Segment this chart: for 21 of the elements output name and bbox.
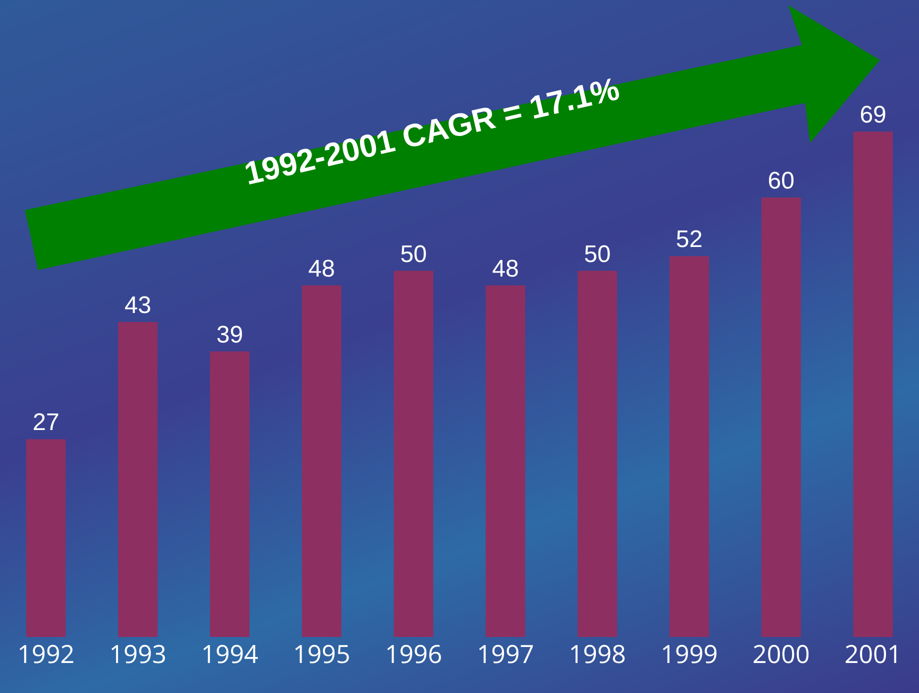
data-label: 50 bbox=[584, 240, 611, 268]
x-tick-label: 1993 bbox=[109, 637, 166, 671]
data-label: 48 bbox=[308, 255, 335, 282]
data-label: 69 bbox=[860, 102, 886, 129]
x-tick-label: 1994 bbox=[201, 637, 258, 671]
x-tick-label: 2000 bbox=[752, 637, 810, 671]
x-tick-label: 1999 bbox=[660, 637, 718, 671]
x-tick-label: 1995 bbox=[293, 637, 350, 671]
data-label: 60 bbox=[768, 168, 794, 195]
data-label: 48 bbox=[492, 255, 519, 282]
x-tick-label: 1996 bbox=[384, 637, 442, 671]
annotation: 1992-2001 CAGR = 17.1% bbox=[240, 70, 623, 192]
x-tick-label: 1992 bbox=[17, 637, 75, 671]
x-tick-label: 1997 bbox=[476, 637, 534, 671]
data-label: 52 bbox=[676, 226, 703, 254]
data-label: 39 bbox=[216, 321, 244, 348]
x-tick-label: 1998 bbox=[568, 637, 626, 671]
x-tick-label: 2001 bbox=[844, 637, 902, 671]
data-label: 27 bbox=[32, 409, 60, 436]
data-label: 43 bbox=[124, 292, 152, 320]
data-label: 50 bbox=[400, 240, 427, 268]
